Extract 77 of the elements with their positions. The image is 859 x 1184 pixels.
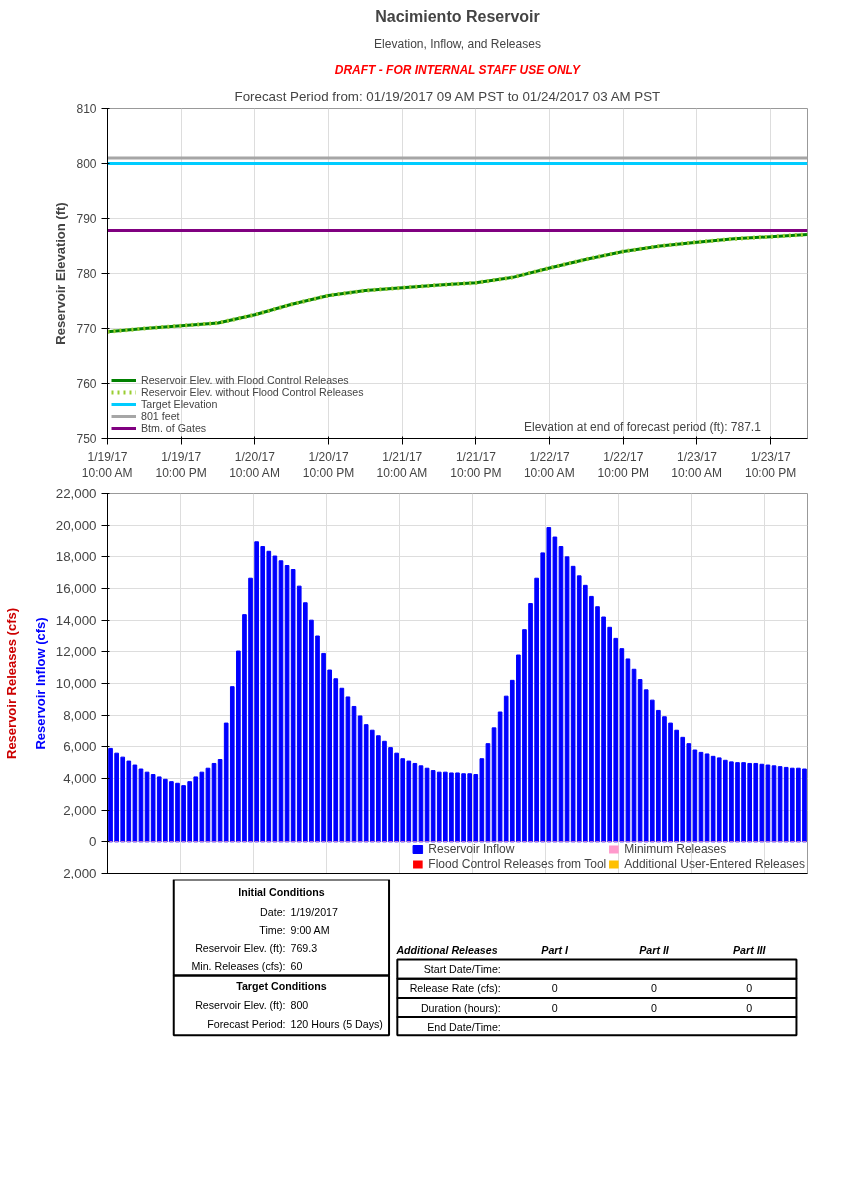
y-tick-label: 2,000	[63, 802, 97, 818]
y-tick-label: 750	[76, 432, 97, 446]
text: Release Rate (cfs):	[409, 982, 501, 995]
text: Additional Releases	[395, 943, 498, 956]
text: 0	[746, 982, 753, 995]
text: 0	[551, 982, 558, 995]
legend-label: 801 feet	[141, 410, 180, 422]
x-tick-label: 1/23/17 10:00 AM	[671, 449, 722, 481]
text: Min. Releases (cfs):	[191, 959, 286, 972]
x-tick-label: 1/22/17 10:00 AM	[523, 449, 575, 481]
legend-label: Reservoir Inflow	[428, 842, 515, 856]
y-tick-label: 6,000	[63, 739, 97, 755]
y-tick-label: 12,000	[55, 644, 97, 660]
text: End Date/Time:	[427, 1020, 501, 1033]
y-tick-label: 760	[76, 377, 97, 391]
text: Time:	[259, 923, 286, 936]
y-tick-label: 4,000	[63, 771, 97, 786]
legend-label: Reservoir Elev. with Flood Control Releases	[141, 374, 349, 386]
text: 0	[746, 1001, 753, 1014]
text: Reservoir Releases (cfs)	[3, 607, 19, 760]
y-tick-label: 0	[89, 834, 97, 850]
y-tick-label: 780	[76, 267, 97, 281]
text: Part I	[541, 943, 570, 956]
y-tick-label: 16,000	[55, 581, 97, 596]
text: Target Conditions	[236, 980, 327, 993]
y-tick-label: 10,000	[55, 676, 97, 691]
y-tick-label: 790	[76, 212, 97, 226]
chart-title: Nacimiento Reservoir	[375, 7, 540, 25]
x-tick-label: 1/19/17 10:00 PM	[155, 449, 207, 481]
text: Reservoir Elev. (ft):	[195, 999, 286, 1012]
text: 1/19/2017	[290, 905, 338, 918]
text: 120 Hours (5 Days)	[290, 1017, 383, 1030]
x-tick-label: 1/21/17 10:00 PM	[450, 449, 502, 481]
text: 9:00 AM	[290, 923, 330, 936]
y-axis-title: Reservoir Inflow (cfs)	[32, 617, 48, 750]
legend-label: Flood Control Releases from Tool	[428, 857, 607, 871]
text: Duration (hours):	[420, 1001, 501, 1014]
annotation: Elevation at end of forecast period (ft): 787.1	[524, 419, 762, 434]
y-tick-label: 14,000	[55, 612, 97, 628]
x-tick-label: 1/22/17 10:00 PM	[597, 449, 649, 481]
text: Start Date/Time:	[423, 963, 501, 976]
y-tick-label: 18,000	[55, 549, 97, 565]
y-tick-label: 770	[76, 322, 97, 336]
x-tick-label: 1/21/17 10:00 AM	[376, 449, 428, 481]
legend-label: Minimum Releases	[624, 842, 727, 856]
bar	[558, 546, 564, 843]
text: 769.3	[290, 941, 318, 954]
bar	[278, 560, 284, 843]
y-tick-label: 2,000	[63, 866, 97, 881]
legend-label: Reservoir Elev. without Flood Control Releases	[141, 386, 364, 398]
text: Forecast Period from: 01/19/2017 09 AM PST to 01/24/2017 03 AM PST	[234, 88, 661, 104]
y-tick-label: 810	[76, 102, 97, 116]
y-tick-label: 22,000	[55, 486, 97, 501]
y-tick-label: 800	[76, 157, 97, 171]
text: Date:	[260, 905, 286, 918]
x-tick-label: 1/23/17 10:00 PM	[744, 449, 797, 481]
y-axis-title: Reservoir Elevation (ft)	[53, 202, 69, 345]
text: Forecast Period:	[207, 1017, 286, 1030]
text: Reservoir Elev. (ft):	[195, 941, 286, 954]
legend-label: Btm. of Gates	[141, 422, 207, 434]
text: 800	[290, 999, 309, 1012]
legend-label: Target Elevation	[141, 398, 218, 410]
text: 60	[290, 959, 303, 972]
chart-subtitle: Elevation, Inflow, and Releases	[374, 36, 541, 51]
x-tick-label: 1/20/17 10:00 PM	[302, 449, 355, 481]
text: 0	[551, 1001, 558, 1014]
text: Part II	[639, 943, 670, 956]
text: DRAFT - FOR INTERNAL STAFF USE ONLY	[334, 62, 582, 77]
text: Initial Conditions	[238, 886, 325, 899]
y-tick-label: 20,000	[55, 517, 97, 533]
legend-label: Additional User-Entered Releases	[624, 857, 805, 871]
text: 0	[651, 982, 658, 995]
text: Part III	[732, 943, 767, 956]
x-tick-label: 1/20/17 10:00 AM	[229, 449, 280, 481]
x-tick-label: 1/19/17 10:00 AM	[81, 449, 133, 481]
y-tick-label: 8,000	[63, 707, 97, 723]
text: 0	[651, 1001, 658, 1014]
